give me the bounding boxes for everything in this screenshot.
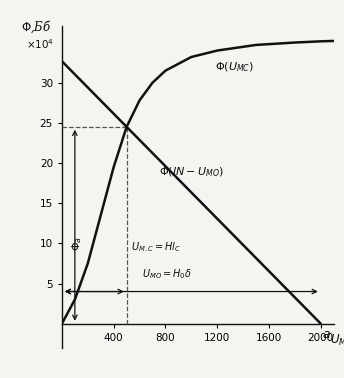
Text: $U_M$: $U_M$ bbox=[330, 333, 344, 348]
Text: $\times10^4$: $\times10^4$ bbox=[26, 37, 54, 51]
Text: $a$: $a$ bbox=[322, 328, 331, 341]
Text: $\Phi(U_{MC})$: $\Phi(U_{MC})$ bbox=[215, 61, 254, 74]
Text: $\Phi_a$: $\Phi_a$ bbox=[70, 236, 84, 251]
Text: $U_{MO}=H_0\delta$: $U_{MO}=H_0\delta$ bbox=[142, 267, 192, 281]
Text: $\Phi(IN-U_{MO})$: $\Phi(IN-U_{MO})$ bbox=[159, 165, 224, 179]
Text: $\Phi$,Бб: $\Phi$,Бб bbox=[21, 18, 51, 35]
Text: $U_{M.C}=Hl_C$: $U_{M.C}=Hl_C$ bbox=[130, 240, 181, 254]
